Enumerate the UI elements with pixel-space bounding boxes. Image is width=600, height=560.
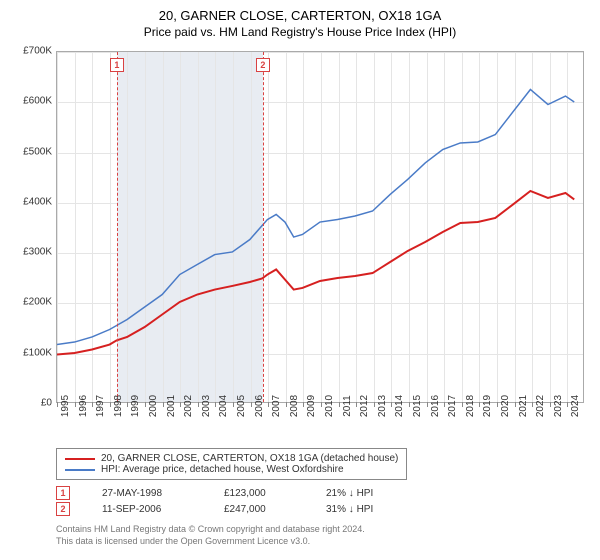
footer-line: Contains HM Land Registry data © Crown c…	[56, 524, 590, 536]
x-tick-label: 2010	[324, 395, 335, 417]
legend-item: 20, GARNER CLOSE, CARTERTON, OX18 1GA (d…	[65, 453, 398, 464]
legend-item: HPI: Average price, detached house, West…	[65, 464, 398, 475]
y-tick-label: £100K	[23, 347, 52, 358]
footer-line: This data is licensed under the Open Gov…	[56, 536, 590, 548]
x-tick-label: 1995	[60, 395, 71, 417]
y-tick-label: £0	[41, 398, 52, 409]
reference-marker: 2	[256, 58, 270, 72]
x-tick-label: 2004	[218, 395, 229, 417]
chart-area: £0£100K£200K£300K£400K£500K£600K£700K 12…	[10, 47, 590, 442]
x-tick-label: 2017	[447, 395, 458, 417]
x-tick-label: 2021	[518, 395, 529, 417]
record-marker: 1	[56, 486, 70, 500]
sale-records: 1 27-MAY-1998 £123,000 21% ↓ HPI 2 11-SEP-200…	[56, 486, 590, 516]
x-tick-label: 2005	[236, 395, 247, 417]
record-row: 1 27-MAY-1998 £123,000 21% ↓ HPI	[56, 486, 590, 500]
x-tick-label: 2016	[430, 395, 441, 417]
x-tick-label: 1998	[113, 395, 124, 417]
x-tick-label: 2012	[359, 395, 370, 417]
record-diff: 31% ↓ HPI	[326, 504, 373, 515]
series-line-property	[57, 191, 574, 354]
x-tick-label: 1999	[130, 395, 141, 417]
chart-title: 20, GARNER CLOSE, CARTERTON, OX18 1GA	[10, 8, 590, 23]
x-tick-label: 2001	[166, 395, 177, 417]
x-tick-label: 2019	[482, 395, 493, 417]
x-axis: 1995199619971998199920002001200220032004…	[56, 404, 584, 442]
record-marker: 2	[56, 502, 70, 516]
record-date: 11-SEP-2006	[102, 504, 192, 515]
legend-swatch	[65, 458, 95, 460]
y-tick-label: £300K	[23, 247, 52, 258]
record-price: £123,000	[224, 488, 294, 499]
record-row: 2 11-SEP-2006 £247,000 31% ↓ HPI	[56, 502, 590, 516]
x-tick-label: 2015	[412, 395, 423, 417]
x-tick-label: 2022	[535, 395, 546, 417]
reference-line	[117, 52, 118, 402]
legend-swatch	[65, 469, 95, 471]
y-tick-label: £500K	[23, 146, 52, 157]
x-tick-label: 1997	[95, 395, 106, 417]
x-tick-label: 2007	[271, 395, 282, 417]
x-tick-label: 1996	[78, 395, 89, 417]
y-tick-label: £700K	[23, 46, 52, 57]
legend: 20, GARNER CLOSE, CARTERTON, OX18 1GA (d…	[56, 448, 407, 480]
record-price: £247,000	[224, 504, 294, 515]
x-tick-label: 2013	[377, 395, 388, 417]
record-date: 27-MAY-1998	[102, 488, 192, 499]
x-tick-label: 2018	[465, 395, 476, 417]
chart-subtitle: Price paid vs. HM Land Registry's House …	[10, 25, 590, 39]
x-tick-label: 2011	[342, 395, 353, 417]
x-tick-label: 2024	[570, 395, 581, 417]
x-tick-label: 2023	[553, 395, 564, 417]
legend-label: 20, GARNER CLOSE, CARTERTON, OX18 1GA (d…	[101, 453, 398, 464]
y-axis: £0£100K£200K£300K£400K£500K£600K£700K	[10, 51, 54, 403]
y-tick-label: £600K	[23, 96, 52, 107]
x-tick-label: 2006	[254, 395, 265, 417]
x-tick-label: 2014	[394, 395, 405, 417]
reference-marker: 1	[110, 58, 124, 72]
record-diff: 21% ↓ HPI	[326, 488, 373, 499]
y-tick-label: £200K	[23, 297, 52, 308]
x-tick-label: 2020	[500, 395, 511, 417]
x-tick-label: 2000	[148, 395, 159, 417]
x-tick-label: 2008	[289, 395, 300, 417]
x-tick-label: 2009	[306, 395, 317, 417]
chart-footer: Contains HM Land Registry data © Crown c…	[56, 524, 590, 547]
legend-label: HPI: Average price, detached house, West…	[101, 464, 344, 475]
plot-area: 12	[56, 51, 584, 403]
x-tick-label: 2003	[201, 395, 212, 417]
y-tick-label: £400K	[23, 196, 52, 207]
x-tick-label: 2002	[183, 395, 194, 417]
reference-line	[263, 52, 264, 402]
line-svg	[57, 52, 583, 402]
